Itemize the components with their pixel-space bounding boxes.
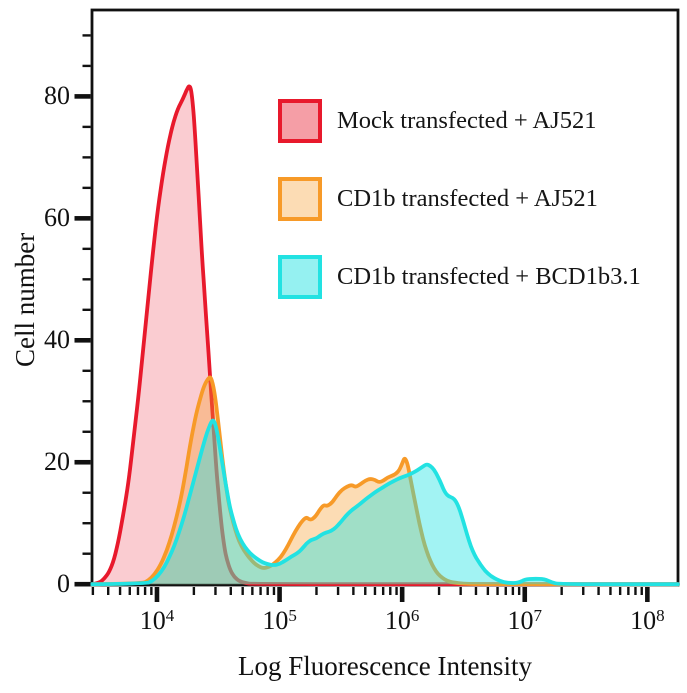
legend: Mock transfected + AJ521 CD1b transfecte… bbox=[278, 99, 641, 299]
y-tick-label: 40 bbox=[44, 325, 70, 355]
legend-item-cd1b-bcd1b31: CD1b transfected + BCD1b3.1 bbox=[278, 255, 641, 299]
series-fill-2 bbox=[92, 420, 678, 585]
y-axis-title: Cell number bbox=[10, 232, 40, 368]
legend-swatch-cyan bbox=[278, 255, 322, 299]
series-curve-1 bbox=[90, 375, 680, 587]
y-tick-label: 60 bbox=[44, 203, 70, 233]
legend-label: CD1b transfected + AJ521 bbox=[337, 185, 598, 212]
series-curve-2 bbox=[90, 418, 680, 587]
x-tick-label: 107 bbox=[507, 606, 543, 635]
y-tick-label: 80 bbox=[44, 81, 70, 111]
x-axis-title: Log Fluorescence Intensity bbox=[238, 651, 532, 681]
legend-swatch-orange bbox=[278, 177, 322, 221]
x-tick-label: 108 bbox=[630, 606, 665, 635]
series-fill-0 bbox=[92, 86, 678, 585]
legend-item-mock-aj521: Mock transfected + AJ521 bbox=[278, 99, 641, 143]
legend-swatch-red bbox=[278, 99, 322, 143]
legend-label: CD1b transfected + BCD1b3.1 bbox=[337, 263, 641, 290]
x-tick-label: 104 bbox=[139, 606, 175, 635]
legend-label: Mock transfected + AJ521 bbox=[337, 107, 597, 134]
series-curve-0 bbox=[90, 84, 680, 587]
y-tick-label: 20 bbox=[44, 447, 70, 477]
x-tick-label: 105 bbox=[262, 606, 297, 635]
legend-item-cd1b-aj521: CD1b transfected + AJ521 bbox=[278, 177, 641, 221]
y-tick-label: 0 bbox=[57, 569, 70, 599]
x-tick-label: 106 bbox=[384, 606, 420, 635]
